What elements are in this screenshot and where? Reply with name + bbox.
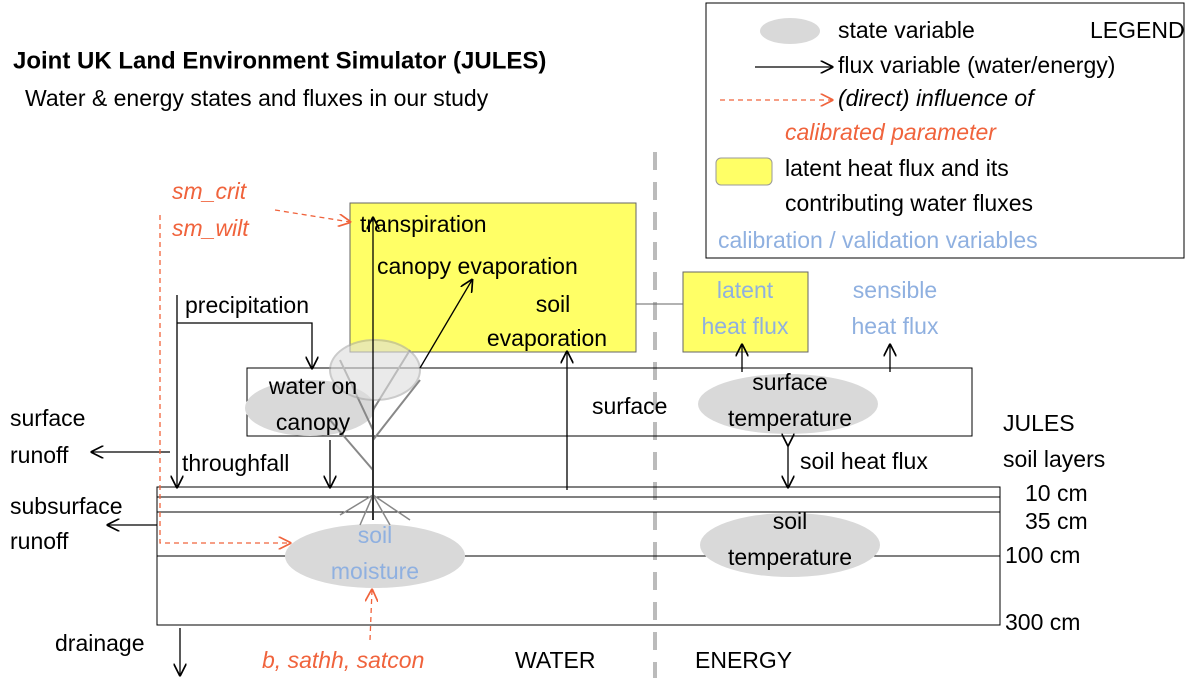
legend-latent: contributing water fluxes: [785, 190, 1033, 216]
depth-label: 300 cm: [1005, 609, 1080, 635]
parameter: sm_wilt: [172, 215, 250, 241]
legend-heading: LEGEND: [1090, 17, 1185, 43]
parameter: b, sathh, satcon: [262, 647, 424, 673]
legend-influence: (direct) influence of: [838, 85, 1036, 111]
flux-label: runoff: [10, 528, 69, 554]
flux-label: canopy evaporation: [377, 253, 578, 279]
state-label: temperature: [728, 544, 852, 570]
legend-state-icon: [760, 18, 820, 44]
flux-label: transpiration: [360, 211, 487, 237]
flux-label: heat flux: [702, 313, 789, 339]
legend-influence: calibrated parameter: [785, 119, 997, 145]
flux-label: subsurface: [10, 493, 123, 519]
legend-calibration: calibration / validation variables: [718, 227, 1038, 253]
state-label: temperature: [728, 405, 852, 431]
arrow: [177, 322, 312, 368]
title: Joint UK Land Environment Simulator (JUL…: [13, 47, 546, 74]
subtitle: Water & energy states and fluxes in our …: [25, 85, 489, 111]
influence-arrow: [370, 590, 372, 641]
parameter: sm_crit: [172, 178, 248, 204]
state-ellipse: [698, 374, 878, 434]
flux-label: sensible: [853, 277, 937, 303]
state-ellipse: [700, 513, 880, 577]
state-ellipse: [285, 524, 465, 588]
latent-box: [349, 202, 637, 353]
state-label: moisture: [331, 558, 419, 584]
legend-latent-icon: [715, 157, 773, 186]
flux-label: soil: [536, 291, 571, 317]
depth-label: 10 cm: [1025, 480, 1088, 506]
state-label: water on: [268, 373, 357, 399]
influence-arrow: [159, 215, 290, 543]
flux-label: soil heat flux: [800, 448, 928, 474]
arrow: [419, 280, 472, 369]
flux-label: surface: [10, 405, 85, 431]
depth-label: 100 cm: [1005, 542, 1080, 568]
legend-latent: latent heat flux and its: [785, 155, 1009, 181]
flux-label: runoff: [10, 442, 69, 468]
flux-label: precipitation: [185, 292, 309, 318]
section-label: ENERGY: [695, 647, 792, 673]
state-label: soil: [358, 522, 393, 548]
surface-label: surface: [592, 393, 667, 419]
flux-label: heat flux: [852, 313, 939, 339]
flux-label: drainage: [55, 630, 145, 656]
latent-heat-box: [682, 271, 809, 353]
depth-label: 35 cm: [1025, 508, 1088, 534]
state-label: soil: [773, 508, 808, 534]
soil-layers-label: soil layers: [1003, 446, 1105, 472]
section-label: WATER: [515, 647, 596, 673]
state-label: surface: [752, 369, 827, 395]
state-label: canopy: [276, 409, 351, 435]
state-ellipse: [245, 380, 375, 436]
legend-state: state variable: [838, 17, 975, 43]
legend-box: [705, 2, 1185, 259]
flux-label: evaporation: [487, 325, 607, 351]
legend-flux: flux variable (water/energy): [838, 52, 1115, 78]
flux-label: latent: [717, 277, 774, 303]
soil-layers-label: JULES: [1003, 410, 1075, 436]
flux-label: throughfall: [182, 450, 289, 476]
influence-arrow: [274, 209, 350, 222]
